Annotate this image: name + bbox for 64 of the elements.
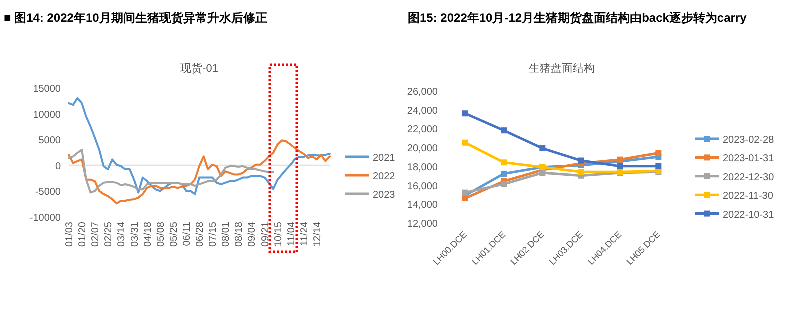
x-tick-label: 01/03 [64, 222, 76, 248]
x-tick-label: 09/21 [260, 222, 272, 248]
x-tick-label: 06/28 [195, 222, 206, 248]
x-tick-label: 05/08 [156, 222, 167, 248]
y-tick-label: -10000 [30, 213, 62, 224]
legend-label: 2022-12-30 [723, 172, 775, 184]
y-tick-label: 16,000 [407, 181, 438, 192]
legend-label: 2022-11-30 [723, 191, 774, 202]
legend-label: 2023 [373, 190, 396, 201]
y-tick-label: 18,000 [407, 162, 438, 174]
x-tick-label: 08/01 [221, 222, 232, 248]
x-tick-label: 01/20 [78, 222, 89, 248]
y-tick-label: 10000 [33, 110, 62, 121]
x-tick-label: 07/15 [208, 222, 220, 248]
point [501, 160, 507, 166]
legend-label: 2022 [373, 172, 396, 182]
legend-label: 2023-02-28 [723, 135, 775, 146]
x-tick-label: 10/15 [273, 222, 284, 248]
chart-title: ■ 图14: 2022年10月期间生猪现货异常升水后修正 [4, 11, 268, 25]
x-tick-label: 11/24 [299, 222, 310, 246]
legend-label: 2022-10-31 [723, 210, 775, 221]
y-tick-label: 22,000 [407, 124, 438, 136]
point [578, 169, 584, 176]
point [501, 170, 507, 177]
chart-subtitle: 生猪盘面结构 [529, 62, 595, 75]
x-tick-label: 09/04 [247, 222, 258, 248]
point [501, 181, 507, 188]
y-tick-label: 14,000 [407, 200, 438, 212]
point [462, 110, 468, 117]
chart-title: 图15: 2022年10月-12月生猪期货盘面结构由back逐步转为carry [408, 11, 748, 25]
point [656, 163, 662, 170]
point [540, 170, 546, 176]
point [462, 195, 468, 202]
point [501, 128, 507, 134]
x-tick-label: 02/07 [90, 222, 102, 248]
point [540, 146, 546, 152]
point [462, 140, 468, 146]
point [462, 190, 468, 196]
x-tick-label: 03/31 [130, 222, 141, 248]
y-tick-label: 0 [55, 161, 62, 172]
x-tick-label: 04/18 [142, 222, 154, 248]
y-tick-label: 26,000 [407, 87, 438, 98]
point [578, 158, 584, 164]
x-tick-label: 11/04 [286, 222, 298, 246]
x-tick-label: 12/14 [312, 222, 324, 248]
x-tick-label: 06/11 [182, 222, 193, 246]
line-series [68, 140, 331, 205]
legend-label: 2021 [373, 153, 396, 164]
y-tick-label: 24,000 [407, 106, 438, 117]
legend-label: 2023-01-31 [723, 154, 775, 165]
x-tick-label: 08/18 [234, 222, 246, 248]
y-tick-label: 20,000 [407, 144, 438, 155]
x-tick-label: 05/25 [168, 222, 180, 248]
point [656, 150, 662, 156]
y-tick-label: 5000 [38, 136, 62, 147]
line-series [68, 97, 331, 196]
y-tick-label: 15000 [33, 84, 62, 95]
y-tick-label: 12,000 [407, 219, 438, 230]
point [617, 163, 623, 170]
y-tick-label: -5000 [35, 187, 62, 198]
x-tick-label: 03/14 [116, 222, 128, 248]
x-tick-label: 02/25 [104, 222, 115, 248]
chart-subtitle: 现货-01 [180, 63, 218, 75]
line-series [68, 148, 274, 194]
